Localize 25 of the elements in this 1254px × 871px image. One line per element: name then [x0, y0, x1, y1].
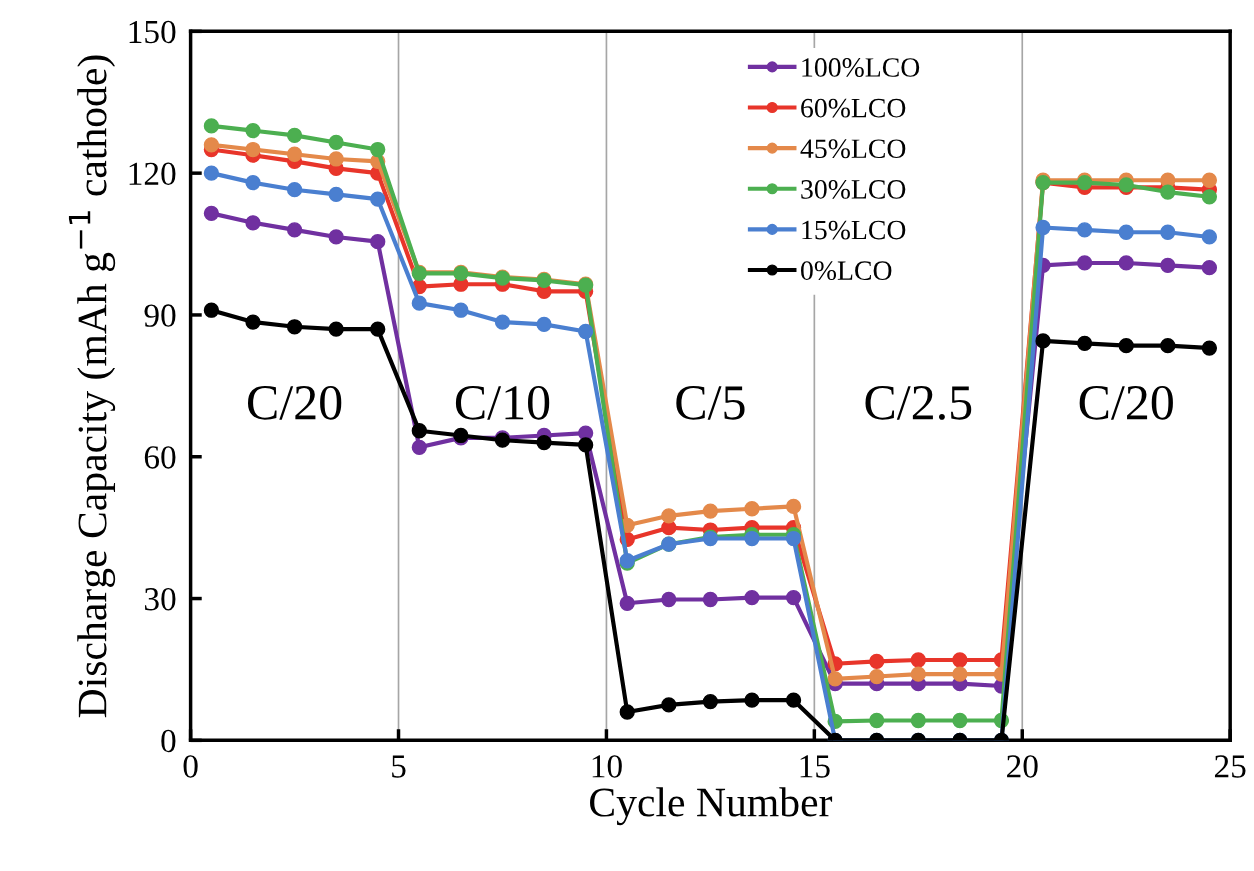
annotation: C/20 [248, 385, 342, 420]
y-tick-label: 150 [129, 20, 176, 44]
x-tick-label: 15 [800, 755, 830, 778]
y-tick-label: 120 [129, 162, 176, 186]
y-axis-title: Discharge Capacity (mAh g$^{−1}$ cathode) [68, 55, 116, 718]
annotation: C/10 [455, 385, 550, 420]
x-tick-label: 0 [183, 755, 198, 778]
annotation: C/2.5 [865, 386, 972, 420]
legend-label: 30%LCO [801, 180, 906, 199]
legend-label: 60%LCO [801, 98, 906, 118]
x-tick-label: 10 [592, 755, 622, 778]
x-axis-title: Cycle Number [590, 787, 833, 826]
y-tick-label: 60 [144, 446, 176, 469]
y-tick-label: 90 [144, 304, 176, 327]
legend-label: 45%LCO [800, 139, 906, 159]
legend-label: 0%LCO [801, 261, 892, 281]
x-tick-label: 20 [1007, 755, 1038, 778]
legend-label: 100%LCO [802, 58, 920, 77]
annotation: C/20 [1079, 385, 1173, 420]
annotation: C/5 [676, 386, 745, 420]
legend-label: 15%LCO [802, 220, 906, 240]
x-tick-label: 25 [1214, 755, 1246, 778]
x-tick-label: 5 [392, 755, 406, 778]
y-tick-label: 30 [144, 587, 176, 611]
y-tick-label: 0 [161, 729, 176, 753]
